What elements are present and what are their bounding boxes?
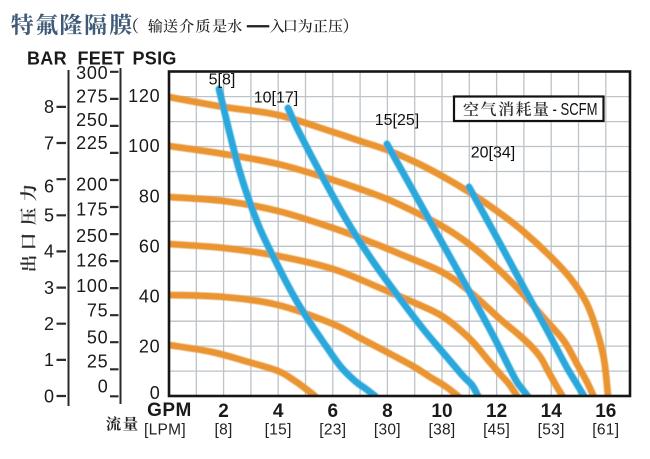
svg-text:100: 100 (76, 276, 108, 296)
svg-text:PSIG: PSIG (133, 49, 177, 69)
svg-text:200: 200 (76, 174, 108, 194)
svg-text:25: 25 (87, 351, 109, 371)
svg-text:120: 120 (128, 86, 160, 106)
svg-text:8: 8 (44, 97, 54, 117)
svg-text:4: 4 (273, 401, 284, 422)
svg-text:50: 50 (87, 327, 109, 347)
svg-text:[53]: [53] (538, 422, 565, 439)
svg-text:6: 6 (328, 401, 339, 422)
svg-text:0: 0 (98, 376, 109, 396)
svg-text:7: 7 (44, 133, 54, 153)
svg-text:20: 20 (139, 336, 161, 356)
svg-text:[23]: [23] (319, 422, 346, 439)
svg-text:126: 126 (76, 250, 108, 270)
svg-text:12: 12 (486, 401, 507, 422)
svg-text:[45]: [45] (483, 422, 510, 439)
svg-text:5[8]: 5[8] (209, 72, 236, 89)
svg-text:[LPM]: [LPM] (144, 422, 186, 439)
svg-text:0: 0 (150, 383, 161, 403)
svg-text:- SCFM: - SCFM (553, 99, 598, 119)
svg-text:6: 6 (44, 177, 54, 197)
svg-text:0: 0 (44, 386, 54, 406)
svg-text:3: 3 (44, 278, 54, 298)
svg-text:15[25]: 15[25] (375, 112, 419, 129)
svg-text:8: 8 (382, 401, 393, 422)
svg-text:FEET: FEET (78, 49, 125, 69)
svg-text:250: 250 (76, 110, 108, 130)
svg-text:[30]: [30] (374, 422, 401, 439)
svg-text:GPM: GPM (147, 400, 192, 421)
svg-text:10: 10 (431, 401, 452, 422)
svg-text:BAR: BAR (27, 49, 67, 69)
svg-text:5: 5 (44, 206, 54, 226)
svg-text:14: 14 (541, 401, 563, 422)
svg-text:300: 300 (76, 63, 108, 83)
svg-text:60: 60 (139, 236, 161, 256)
svg-text:4: 4 (44, 242, 54, 262)
svg-text:[15]: [15] (265, 422, 292, 439)
svg-text:275: 275 (76, 86, 108, 106)
svg-text:80: 80 (139, 186, 161, 206)
svg-text:250: 250 (76, 226, 108, 246)
svg-text:[38]: [38] (428, 422, 455, 439)
svg-text:225: 225 (76, 133, 108, 153)
svg-text:20[34]: 20[34] (471, 145, 515, 162)
svg-text:2: 2 (44, 314, 54, 334)
svg-text:1: 1 (44, 350, 54, 370)
svg-text:[8]: [8] (215, 422, 233, 439)
svg-text:40: 40 (139, 286, 161, 306)
svg-text:2: 2 (218, 401, 229, 422)
svg-text:[61]: [61] (592, 422, 619, 439)
svg-text:175: 175 (76, 199, 108, 219)
svg-text:10[17]: 10[17] (254, 90, 298, 107)
svg-text:100: 100 (128, 136, 160, 156)
svg-text:16: 16 (595, 401, 616, 422)
svg-text:75: 75 (87, 300, 109, 320)
